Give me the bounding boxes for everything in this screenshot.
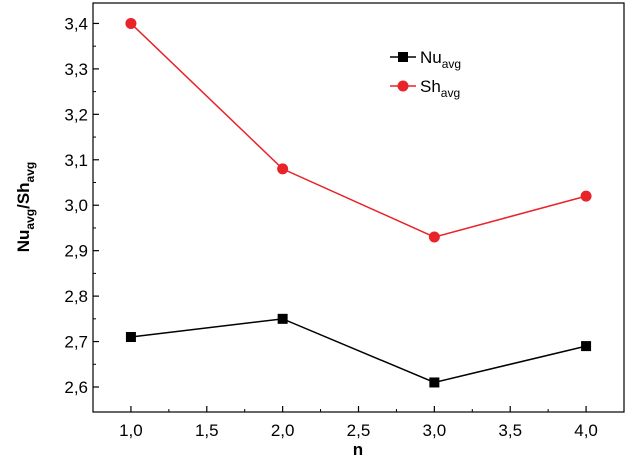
- y-tick-label: 2,7: [64, 333, 88, 352]
- legend-label-sh-sub: avg: [441, 86, 460, 100]
- y-tick-label: 3,2: [64, 105, 88, 124]
- y-axis-title-base2: Sh: [14, 182, 33, 204]
- y-tick-label: 3,3: [64, 60, 88, 79]
- data-point-sh: [125, 17, 137, 29]
- y-tick-label: 2,9: [64, 242, 88, 261]
- legend-label-nu-base: Nu: [420, 48, 442, 67]
- x-axis: 1,0 1,5 2,0 2,5 3,0 3,5 4,0: [119, 406, 598, 440]
- legend-label-nu-sub: avg: [442, 57, 461, 71]
- x-axis-title: n: [353, 440, 363, 459]
- legend-marker-nu: [398, 52, 408, 62]
- legend-label-sh-base: Sh: [420, 77, 441, 96]
- x-tick-label: 1,0: [119, 421, 143, 440]
- x-tick-label: 3,5: [498, 421, 522, 440]
- data-point-nu: [581, 341, 592, 352]
- y-axis-title-sep: /: [14, 204, 33, 209]
- legend-label-sh: Shavg: [420, 77, 460, 100]
- data-point-sh: [580, 190, 592, 202]
- data-point-nu: [125, 332, 136, 343]
- series-layer: [125, 17, 592, 388]
- legend: Nuavg Shavg: [390, 48, 461, 100]
- y-tick-label: 3,0: [64, 196, 88, 215]
- data-point-nu: [429, 377, 440, 388]
- x-tick-label: 2,0: [271, 421, 295, 440]
- y-axis-title-base1: Nu: [14, 230, 33, 253]
- data-point-sh: [277, 163, 289, 175]
- legend-marker-sh: [397, 80, 409, 92]
- x-tick-label: 3,0: [423, 421, 447, 440]
- x-tick-label: 4,0: [574, 421, 598, 440]
- y-tick-label: 2,6: [64, 378, 88, 397]
- data-point-nu: [277, 313, 288, 324]
- y-tick-label: 2,8: [64, 287, 88, 306]
- y-tick-label: 3,1: [64, 151, 88, 170]
- y-axis-title-sub1: avg: [23, 209, 37, 230]
- y-axis-title: Nuavg/Shavg: [14, 162, 37, 253]
- y-tick-label: 3,4: [64, 14, 88, 33]
- y-axis-title-sub2: avg: [23, 162, 37, 183]
- x-tick-label: 2,5: [347, 421, 371, 440]
- x-tick-label: 1,5: [195, 421, 219, 440]
- data-point-sh: [428, 231, 440, 243]
- series-line-nu: [130, 318, 587, 384]
- legend-label-nu: Nuavg: [420, 48, 461, 71]
- y-axis: 2,6 2,7 2,8 2,9 3,0 3,1 3,2 3,3 3,4: [64, 14, 99, 397]
- series-line-sh: [130, 22, 587, 238]
